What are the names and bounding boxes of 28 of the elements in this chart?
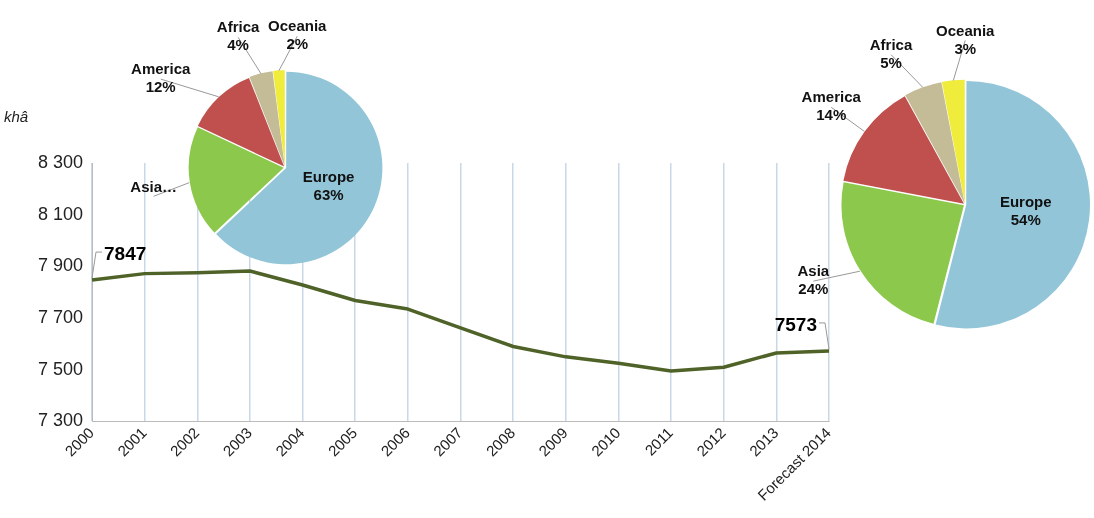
text: 7573 [774,313,817,335]
slice-label: Asia [797,262,830,280]
slice-label: Oceania [936,21,996,39]
slice-label: America [131,60,191,78]
data-label: 14% [816,106,847,124]
text: 7847 [104,242,147,264]
y-tick-label: 8 300 [37,151,83,172]
data-label: 12% [145,78,176,96]
slice-label: Africa [869,35,913,53]
slice-label: Africa [216,18,261,36]
data-label: 4% [227,36,249,54]
data-label: 2% [286,35,309,53]
slice-label: Asia… [130,178,177,196]
data-label: 63% [313,185,344,203]
y-tick-label: 7 900 [37,255,83,276]
y-tick-label: 7 700 [37,307,83,328]
slice-label: Europe [999,193,1052,211]
y-tick-label: 7 500 [37,358,83,379]
slice-label: Europe [302,167,355,185]
slice-label: America [801,88,862,106]
data-label: 24% [798,280,829,298]
data-label: 3% [954,39,977,57]
y-tick-label: 7 300 [37,410,83,431]
slice-label: Oceania [268,17,328,35]
y-tick-label: 8 100 [37,203,83,224]
y-axis-title: khâ [4,107,29,125]
data-label: 5% [880,53,902,71]
data-label: 54% [1010,211,1041,229]
